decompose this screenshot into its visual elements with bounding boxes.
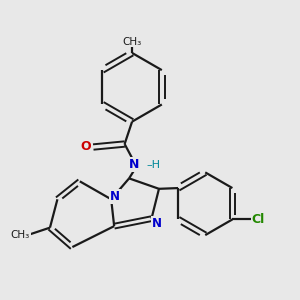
Text: Cl: Cl: [252, 213, 265, 226]
Text: N: N: [128, 158, 139, 171]
Text: N: N: [110, 190, 120, 203]
Text: O: O: [80, 140, 91, 153]
Text: N: N: [152, 217, 162, 230]
Text: –H: –H: [146, 160, 160, 170]
Text: CH₃: CH₃: [11, 230, 30, 240]
Text: CH₃: CH₃: [122, 37, 142, 46]
